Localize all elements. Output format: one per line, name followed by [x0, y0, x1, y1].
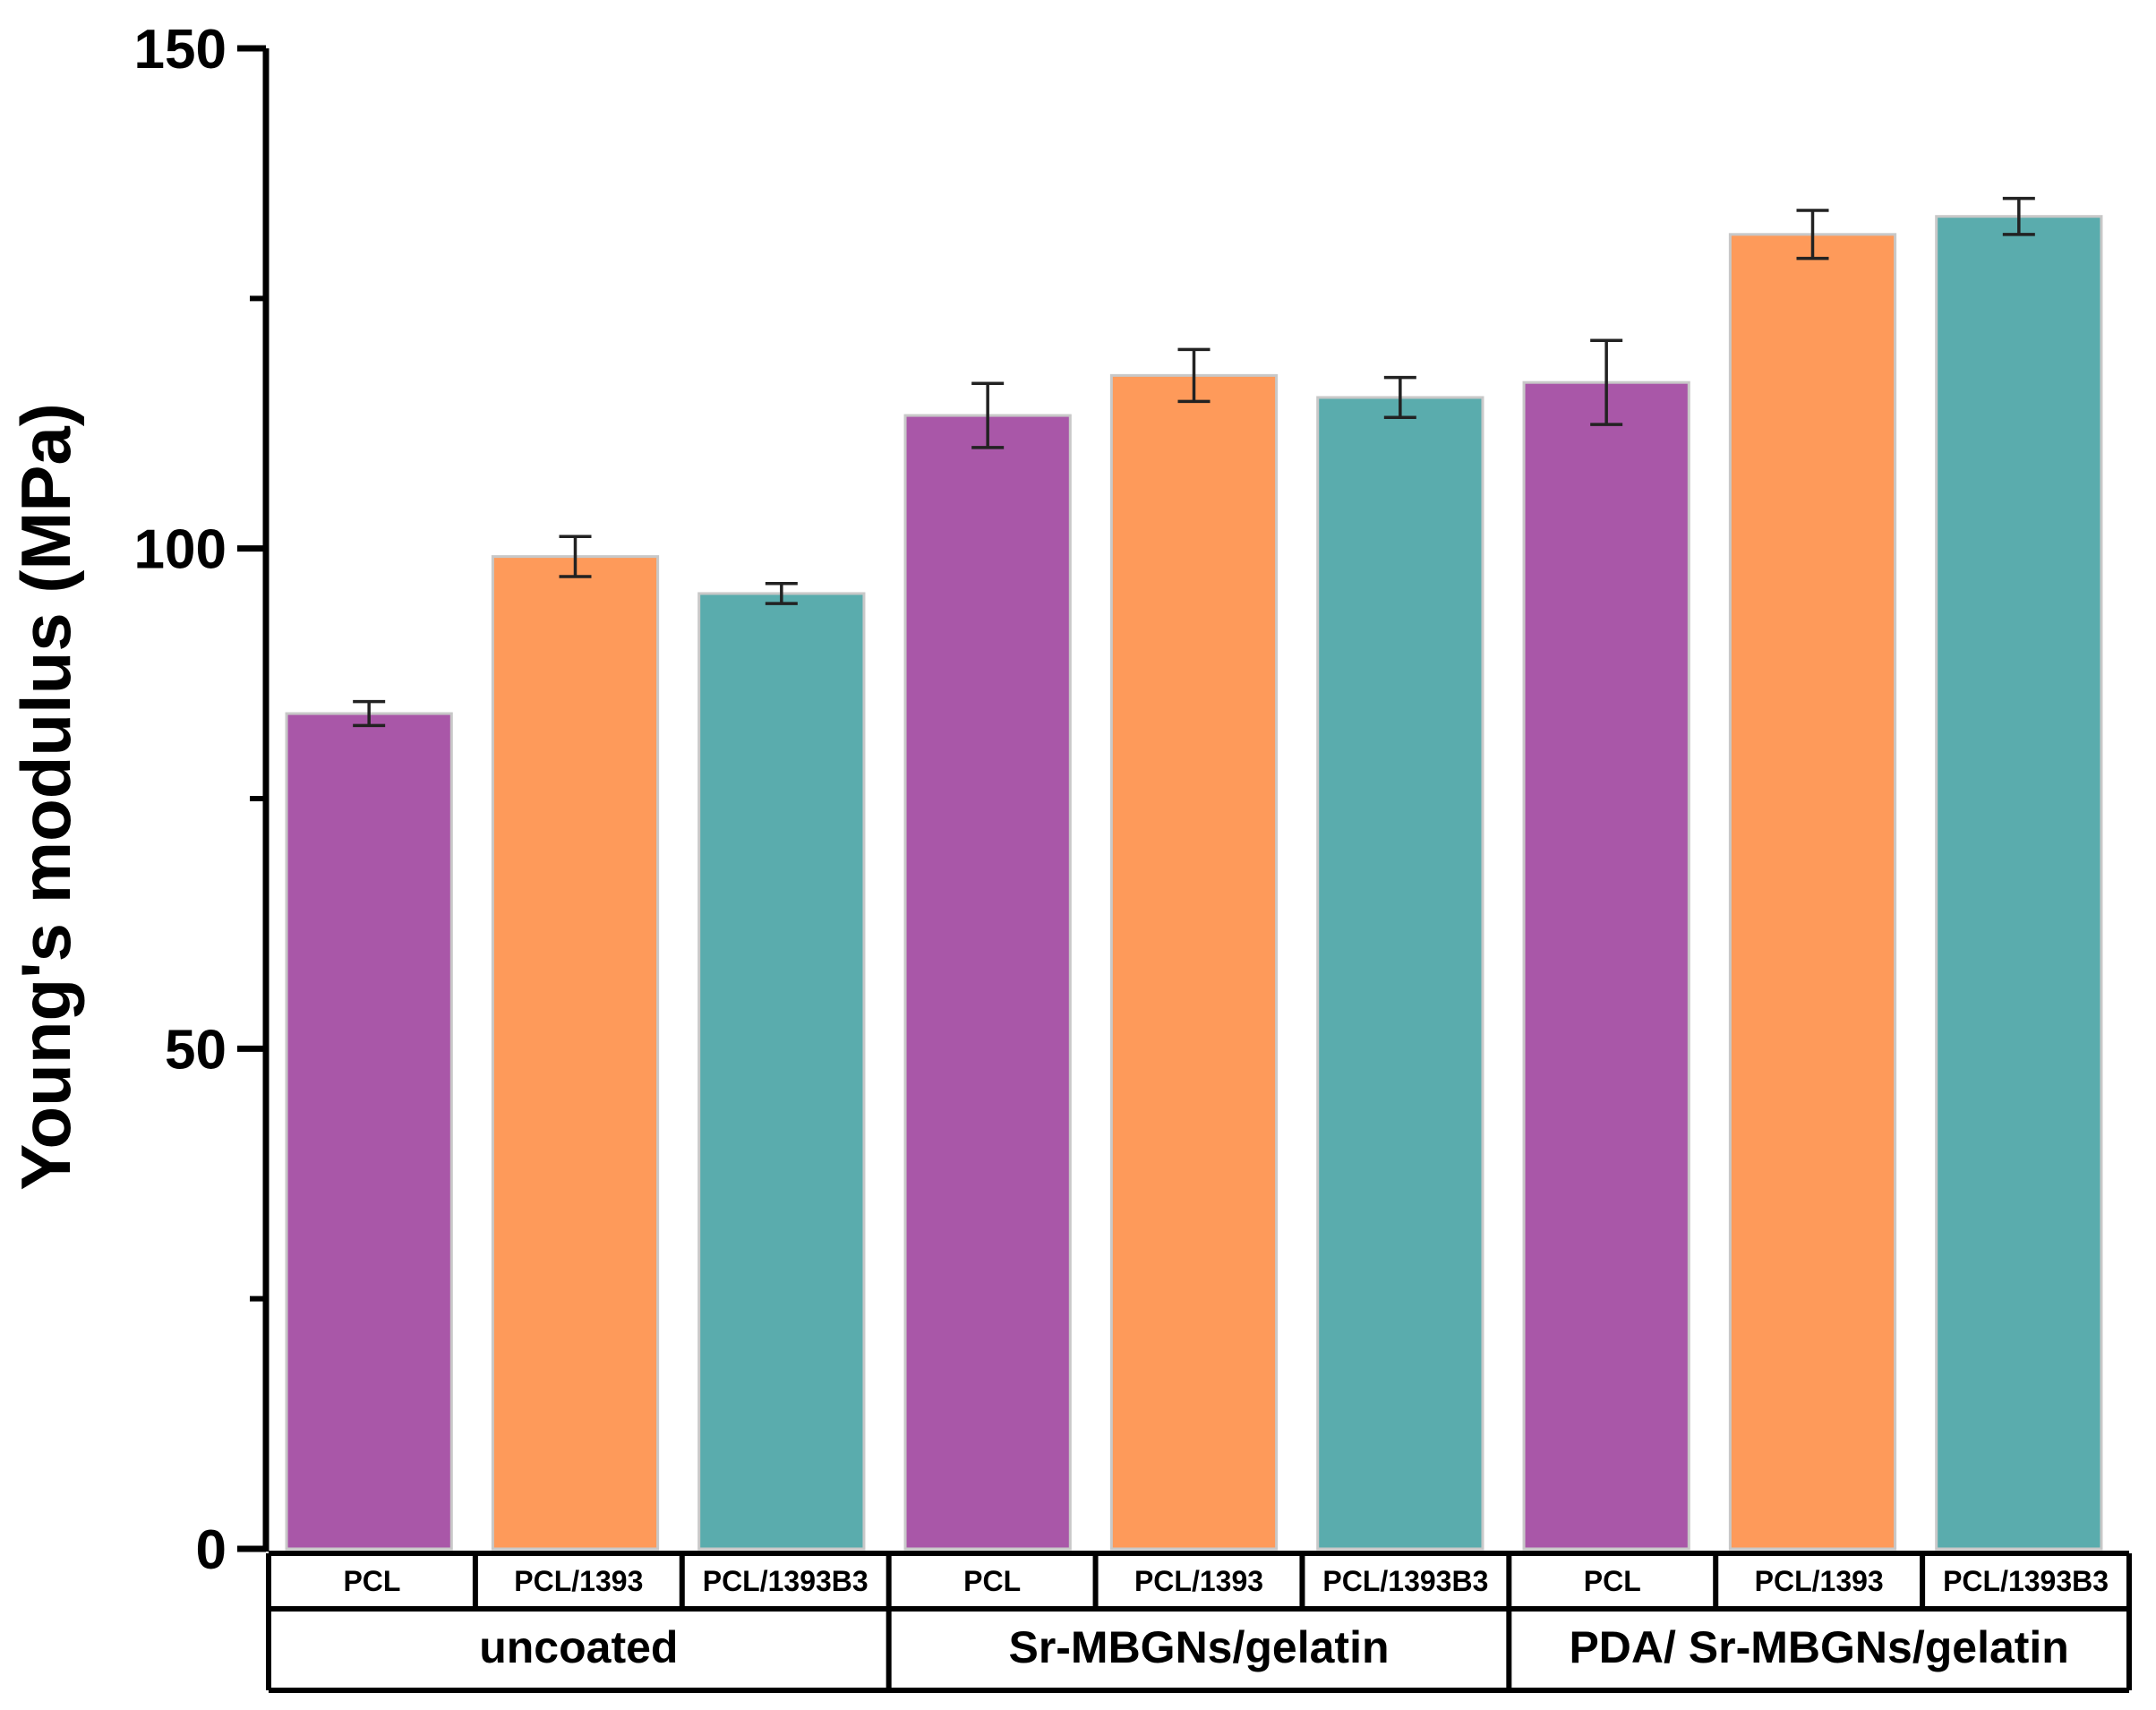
x-category-label: PCL/1393B3 [1322, 1565, 1488, 1597]
x-category-label: PCL/1393B3 [1943, 1565, 2109, 1597]
x-category-label: PCL [1584, 1565, 1641, 1597]
bar [1935, 215, 2103, 1551]
error-bar [971, 381, 1005, 449]
x-category-label: PCL/1393B3 [703, 1565, 868, 1597]
error-bar [559, 534, 592, 578]
bar [903, 414, 1072, 1551]
y-axis: 0 50 100 150 [134, 19, 270, 1581]
bar [1109, 373, 1279, 1551]
bar [285, 712, 453, 1551]
y-tick-label: 0 [196, 1519, 227, 1581]
y-tick-label: 150 [134, 19, 227, 81]
bar [491, 555, 660, 1551]
error-bar [1177, 347, 1211, 404]
x-category-label: PCL/1393 [1134, 1565, 1263, 1597]
error-bar [353, 699, 386, 728]
y-tick-label: 100 [134, 519, 227, 581]
x-group-label: Sr-MBGNs/gelatin [1008, 1622, 1389, 1672]
bar [697, 592, 866, 1551]
bars-layer [285, 215, 2103, 1551]
bar [1522, 380, 1690, 1551]
x-group-label: PDA/ Sr-MBGNs/gelatin [1569, 1622, 2068, 1672]
x-group-label: uncoated [479, 1622, 678, 1672]
bar [1316, 396, 1484, 1551]
x-category-label: PCL [963, 1565, 1021, 1597]
error-bar [765, 582, 798, 605]
bar [1728, 233, 1897, 1551]
error-bars-layer [353, 196, 2035, 728]
x-axis-category-table: PCL PCL/1393 PCL/1393B3 uncoated PCL PCL/1393… [266, 1551, 2132, 1693]
error-bar [2002, 196, 2035, 236]
error-bar [1383, 375, 1416, 420]
error-bar [1796, 209, 1829, 261]
x-category-label: PCL/1393 [1755, 1565, 1884, 1597]
x-category-label: PCL [343, 1565, 400, 1597]
y-tick-label: 50 [165, 1019, 227, 1081]
error-bar [1590, 338, 1623, 426]
y-axis-title: Young's modulus (MPa) [6, 403, 85, 1190]
x-category-label: PCL/1393 [514, 1565, 643, 1597]
